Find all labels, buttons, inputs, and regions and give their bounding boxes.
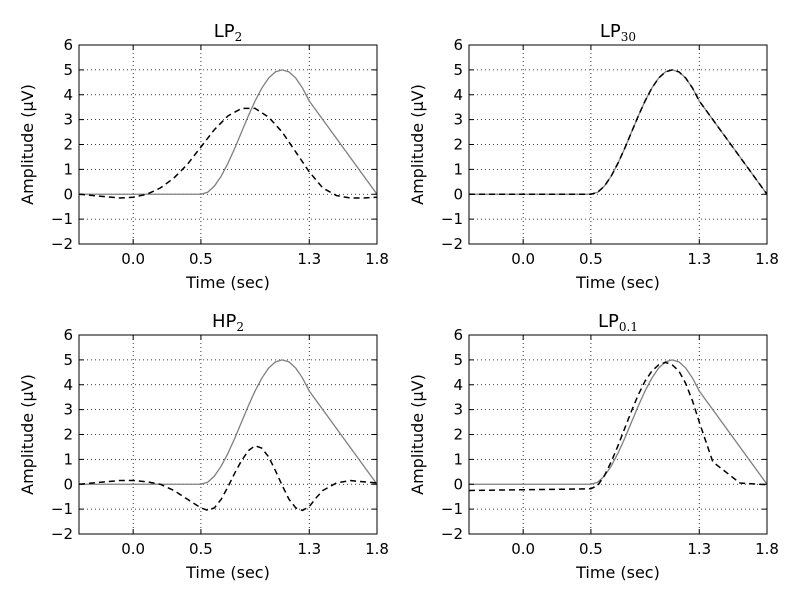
y-tick-label: 4 bbox=[453, 86, 463, 104]
x-axis-label: Time (sec) bbox=[575, 563, 660, 582]
y-tick-label: 0 bbox=[453, 475, 463, 493]
y-tick-label: 5 bbox=[63, 61, 73, 79]
series-line-filtered bbox=[79, 107, 377, 199]
y-tick-label: 4 bbox=[63, 376, 73, 394]
panel-title-subscript: 2 bbox=[236, 320, 244, 334]
y-tick-label: −2 bbox=[51, 235, 73, 253]
panel-title-subscript: 0.1 bbox=[619, 320, 638, 334]
x-tick-label: 1.3 bbox=[297, 540, 321, 558]
y-tick-label: 6 bbox=[63, 36, 73, 54]
x-tick-label: 1.8 bbox=[365, 250, 389, 268]
y-tick-label: −2 bbox=[441, 525, 463, 543]
y-tick-label: 1 bbox=[63, 450, 73, 468]
y-tick-label: 3 bbox=[453, 111, 463, 129]
series-line-filtered bbox=[469, 361, 767, 492]
y-tick-label: 1 bbox=[453, 450, 463, 468]
y-axis-label: Amplitude (μV) bbox=[18, 84, 37, 205]
series-line-filtered bbox=[79, 444, 377, 512]
y-tick-label: 3 bbox=[63, 401, 73, 419]
x-tick-label: 0.0 bbox=[511, 250, 535, 268]
y-tick-label: 4 bbox=[63, 86, 73, 104]
x-tick-label: 0.5 bbox=[579, 250, 603, 268]
y-axis-label: Amplitude (μV) bbox=[18, 374, 37, 495]
panel-title: LP30 bbox=[600, 21, 636, 44]
panel-title-main: HP bbox=[212, 311, 237, 332]
y-tick-label: −1 bbox=[441, 500, 463, 518]
y-tick-label: 2 bbox=[63, 426, 73, 444]
x-tick-label: 0.5 bbox=[579, 540, 603, 558]
y-tick-label: 4 bbox=[453, 376, 463, 394]
y-tick-label: 2 bbox=[453, 136, 463, 154]
y-tick-label: −1 bbox=[441, 210, 463, 228]
x-axis-label: Time (sec) bbox=[185, 563, 270, 582]
y-tick-label: 1 bbox=[63, 160, 73, 178]
panel-title: LP2 bbox=[214, 21, 243, 44]
panel-lp2: 0.0 0.5 1.3 1.8 −2 −1 0 1 2 3 4 5 6 Time (sec) Amplitu… bbox=[18, 21, 389, 292]
x-tick-label: 0.5 bbox=[189, 250, 213, 268]
panel-lp01: 0.0 0.5 1.3 1.8 −2 −1 0 1 2 3 4 5 6 Time (sec) Amplitu… bbox=[408, 311, 779, 582]
y-axis-label: Amplitude (μV) bbox=[408, 84, 427, 205]
x-tick-label: 1.8 bbox=[365, 540, 389, 558]
x-axis-label: Time (sec) bbox=[575, 273, 660, 292]
x-tick-label: 0.0 bbox=[511, 540, 535, 558]
y-tick-label: 2 bbox=[453, 426, 463, 444]
y-tick-label: 6 bbox=[453, 36, 463, 54]
y-tick-label: 5 bbox=[453, 351, 463, 369]
y-axis-label: Amplitude (μV) bbox=[408, 374, 427, 495]
panel-title-main: LP bbox=[214, 21, 235, 42]
y-tick-label: 2 bbox=[63, 136, 73, 154]
x-tick-label: 1.8 bbox=[755, 250, 779, 268]
y-tick-label: 0 bbox=[453, 185, 463, 203]
x-tick-label: 0.5 bbox=[189, 540, 213, 558]
x-tick-label: 0.0 bbox=[121, 540, 145, 558]
y-tick-label: 5 bbox=[63, 351, 73, 369]
x-tick-label: 1.3 bbox=[687, 540, 711, 558]
y-tick-label: 6 bbox=[453, 326, 463, 344]
y-tick-label: 0 bbox=[63, 475, 73, 493]
series-line-original bbox=[79, 359, 377, 485]
x-tick-label: 1.3 bbox=[297, 250, 321, 268]
y-tick-label: −1 bbox=[51, 210, 73, 228]
y-tick-label: 0 bbox=[63, 185, 73, 203]
x-tick-label: 0.0 bbox=[121, 250, 145, 268]
y-tick-label: 1 bbox=[453, 160, 463, 178]
x-axis-label: Time (sec) bbox=[185, 273, 270, 292]
panel-title-main: LP bbox=[600, 21, 621, 42]
panel-lp30: 0.0 0.5 1.3 1.8 −2 −1 0 1 2 3 4 5 6 Time (sec) Amplitu… bbox=[408, 21, 779, 292]
panel-title-subscript: 30 bbox=[621, 30, 636, 44]
y-tick-label: 5 bbox=[453, 61, 463, 79]
y-tick-label: 6 bbox=[63, 326, 73, 344]
y-tick-label: −2 bbox=[441, 235, 463, 253]
panel-title-main: LP bbox=[598, 311, 619, 332]
panel-title-subscript: 2 bbox=[235, 30, 243, 44]
panel-title: HP2 bbox=[212, 311, 244, 334]
series-line-filtered bbox=[469, 69, 767, 195]
y-tick-label: 3 bbox=[453, 401, 463, 419]
y-tick-label: −1 bbox=[51, 500, 73, 518]
y-tick-label: 3 bbox=[63, 111, 73, 129]
series-line-original bbox=[79, 69, 377, 195]
x-tick-label: 1.8 bbox=[755, 540, 779, 558]
panel-title: LP0.1 bbox=[598, 311, 638, 334]
panel-hp2: 0.0 0.5 1.3 1.8 −2 −1 0 1 2 3 4 5 6 Time (sec) Amplitu… bbox=[18, 311, 389, 582]
y-tick-label: −2 bbox=[51, 525, 73, 543]
x-tick-label: 1.3 bbox=[687, 250, 711, 268]
